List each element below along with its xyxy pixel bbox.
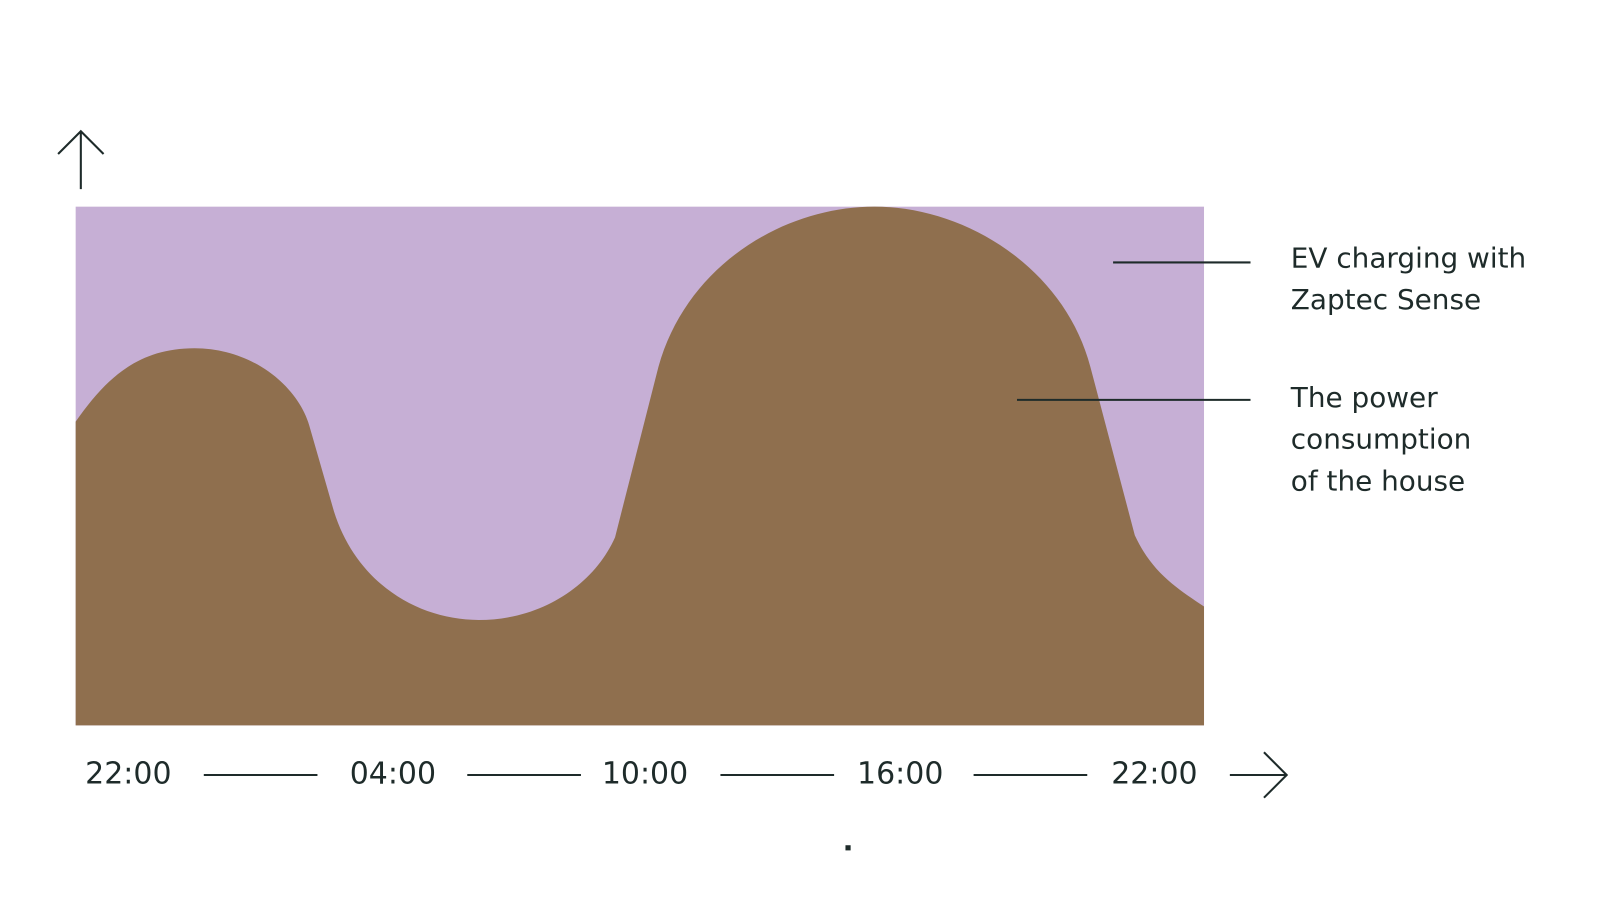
x-tick-label: 16:00	[857, 756, 943, 791]
y-arrow	[57, 129, 105, 190]
legend-label: EV charging with	[1291, 241, 1526, 274]
legend-label: The power	[1290, 381, 1438, 414]
legend-label: consumption	[1291, 423, 1471, 456]
x-tick-label: 04:00	[350, 756, 436, 791]
legend-label: of the house	[1291, 465, 1465, 498]
axes	[57, 129, 1289, 799]
x-tick-label: 22:00	[1111, 756, 1197, 791]
legend-label: Zaptec Sense	[1291, 283, 1481, 316]
house-consumption-area	[75, 206, 1205, 726]
dot	[845, 845, 851, 851]
x-tick-label: 10:00	[602, 756, 688, 791]
x-arrow	[1229, 751, 1289, 799]
x-tick-label: 22:00	[85, 756, 171, 791]
